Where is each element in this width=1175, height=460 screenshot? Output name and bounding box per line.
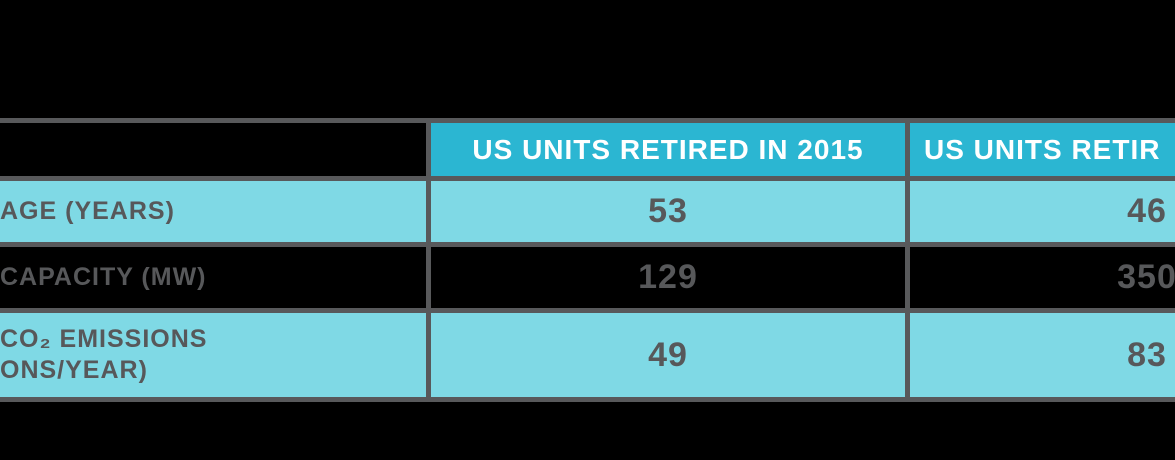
column-header-retired-2015-label: US UNITS RETIRED IN 2015	[472, 133, 864, 165]
row-label-age: AGE (YEARS)	[0, 181, 426, 242]
row-label-co2-emissions-text: CO₂ EMISSIONS ONS/YEAR)	[0, 324, 208, 384]
value-capacity-other: 350	[910, 247, 1175, 308]
value-capacity-2015: 129	[431, 247, 905, 308]
value-age-other-text: 46	[1127, 192, 1167, 230]
row-label-co2-emissions: CO₂ EMISSIONS ONS/YEAR)	[0, 313, 426, 397]
row-label-age-text: AGE (YEARS)	[0, 197, 175, 225]
value-age-2015: 53	[431, 181, 905, 242]
value-co2-2015: 49	[431, 313, 905, 397]
column-header-retired-truncated: US UNITS RETIR	[910, 123, 1175, 176]
value-capacity-other-text: 350	[1117, 258, 1175, 296]
table-corner-cell	[0, 123, 426, 176]
value-co2-2015-text: 49	[648, 335, 688, 374]
value-co2-other: 83	[910, 313, 1175, 397]
row-label-capacity-text: CAPACITY (MW)	[0, 263, 207, 291]
row-label-capacity: CAPACITY (MW)	[0, 247, 426, 308]
value-capacity-2015-text: 129	[638, 258, 698, 296]
value-age-2015-text: 53	[648, 192, 688, 230]
retired-units-table: US UNITS RETIRED IN 2015 US UNITS RETIR …	[0, 118, 1175, 402]
value-age-other: 46	[910, 181, 1175, 242]
value-co2-other-text: 83	[1127, 335, 1167, 374]
column-header-retired-2015: US UNITS RETIRED IN 2015	[431, 123, 905, 176]
column-header-retired-truncated-label: US UNITS RETIR	[924, 133, 1161, 165]
